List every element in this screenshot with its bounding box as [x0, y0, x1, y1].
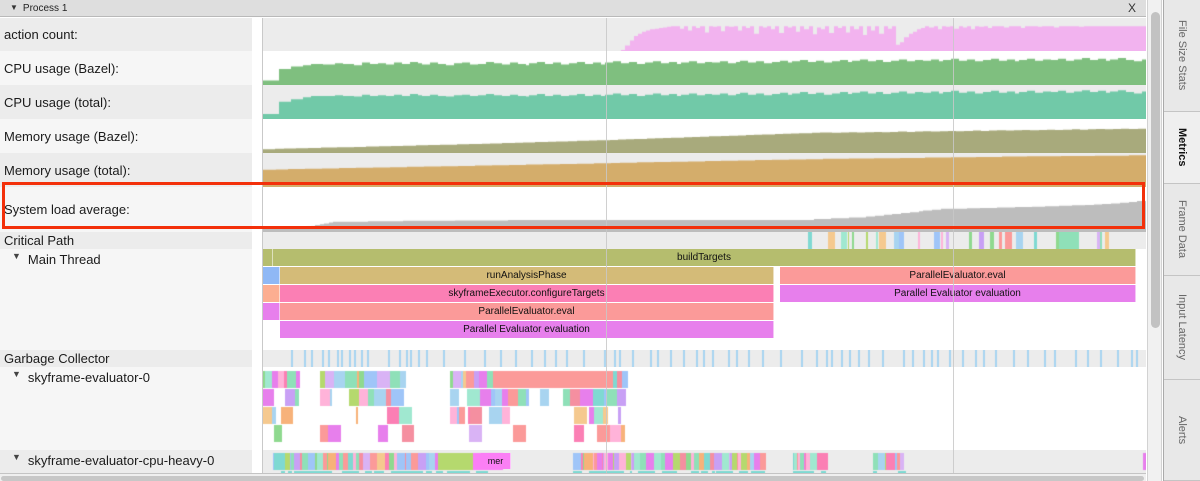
- track-label-cpu-bazel[interactable]: CPU usage (Bazel):: [0, 51, 252, 85]
- horizontal-scrollbar[interactable]: [0, 473, 1146, 481]
- process-header-bar[interactable]: ▼ Process 1 X: [0, 0, 1146, 17]
- tab-label: Alerts: [1176, 415, 1188, 445]
- flame-block-label: runAnalysisPhase: [486, 270, 567, 281]
- area-chart-cpu-bazel: [263, 51, 1146, 85]
- track-label-text: Memory usage (total):: [4, 162, 131, 178]
- cpu-heavy-block-label[interactable]: mer: [481, 453, 511, 469]
- track-label-action-count[interactable]: action count:: [0, 18, 252, 51]
- cpu-heavy-block-label-text: mer: [487, 456, 504, 466]
- track-row-memory-bazel[interactable]: [253, 119, 1146, 153]
- track-label-text: Memory usage (Bazel):: [4, 128, 139, 144]
- track-row-cpu-total[interactable]: [253, 85, 1146, 119]
- track-row-cpu-bazel[interactable]: [253, 51, 1146, 85]
- track-row-garbage-collector[interactable]: [253, 350, 1146, 367]
- close-icon[interactable]: X: [1127, 1, 1136, 15]
- flame-block-unlabeled[interactable]: [263, 285, 280, 302]
- flame-block-unlabeled[interactable]: [263, 267, 280, 284]
- tab-label: Metrics: [1176, 128, 1188, 167]
- triangle-down-icon[interactable]: ▼: [12, 452, 21, 462]
- flame-block-label: skyframeExecutor.configureTargets: [448, 288, 605, 299]
- process-title: Process 1: [22, 2, 68, 14]
- track-label-main-thread[interactable]: ▼ Main Thread: [0, 249, 252, 350]
- track-label-text: action count:: [4, 27, 78, 42]
- flame-block[interactable]: ParallelEvaluator.eval: [280, 303, 774, 320]
- tab-input-latency[interactable]: Input Latency: [1164, 276, 1200, 380]
- track-row-memory-total[interactable]: [253, 153, 1146, 187]
- triangle-down-icon[interactable]: ▼: [12, 369, 21, 379]
- flame-block[interactable]: skyframeExecutor.configureTargets: [280, 285, 774, 302]
- flame-block-label: Parallel Evaluator evaluation: [463, 324, 590, 335]
- gc-tick-marks: [263, 350, 1146, 367]
- track-content-pane[interactable]: act... buildTargets runAnalysisPhase Paral…: [253, 18, 1146, 473]
- flame-block-label: ParallelEvaluator.eval: [909, 270, 1006, 281]
- track-label-garbage-collector[interactable]: Garbage Collector: [0, 350, 252, 367]
- track-label-system-load[interactable]: System load average:: [0, 187, 252, 232]
- track-row-system-load[interactable]: [253, 187, 1146, 232]
- flame-block[interactable]: buildTargets: [273, 249, 1136, 266]
- track-row-main-thread[interactable]: buildTargets runAnalysisPhase ParallelEval…: [253, 249, 1146, 350]
- track-label-memory-bazel[interactable]: Memory usage (Bazel):: [0, 119, 252, 153]
- flame-block-unlabeled[interactable]: [263, 249, 273, 266]
- flame-block[interactable]: ParallelEvaluator.eval: [780, 267, 1136, 284]
- right-tab-strip: File Size Stats Metrics Frame Data Input…: [1163, 0, 1200, 481]
- area-chart-memory-total: [263, 153, 1146, 187]
- track-label-cpu-total[interactable]: CPU usage (total):: [0, 85, 252, 119]
- track-row-skyframe-evaluator-0[interactable]: m...: [253, 367, 1146, 450]
- area-chart-system-load: [263, 187, 1146, 232]
- flame-chart-skyframe-cpu-heavy: [263, 450, 1146, 473]
- horizontal-scrollbar-thumb[interactable]: [1, 476, 1144, 481]
- track-label-skyframe-evaluator-0[interactable]: ▼ skyframe-evaluator-0: [0, 367, 252, 450]
- track-label-critical-path[interactable]: Critical Path: [0, 232, 252, 249]
- area-chart-cpu-total: [263, 85, 1146, 119]
- track-label-text: System load average:: [4, 202, 130, 217]
- area-chart-memory-bazel: [263, 119, 1146, 153]
- track-label-text: CPU usage (total):: [4, 94, 111, 110]
- tab-label: File Size Stats: [1176, 20, 1188, 91]
- flame-block[interactable]: Parallel Evaluator evaluation: [280, 321, 774, 338]
- track-label-pane: action count: CPU usage (Bazel): CPU usa…: [0, 18, 252, 481]
- track-row-action-count[interactable]: [253, 18, 1146, 51]
- track-label-text: skyframe-evaluator-cpu-heavy-0: [27, 453, 215, 468]
- track-row-critical-path[interactable]: act...: [253, 232, 1146, 249]
- flame-block[interactable]: runAnalysisPhase: [280, 267, 774, 284]
- tab-frame-data[interactable]: Frame Data: [1164, 184, 1200, 276]
- flame-block-label: Parallel Evaluator evaluation: [894, 288, 1021, 299]
- tab-label: Frame Data: [1176, 200, 1188, 259]
- tab-label: Input Latency: [1176, 294, 1188, 361]
- triangle-down-icon[interactable]: ▼: [10, 3, 18, 12]
- tab-file-size-stats[interactable]: File Size Stats: [1164, 0, 1200, 112]
- track-label-text: Garbage Collector: [4, 351, 110, 366]
- flame-block-label: buildTargets: [677, 252, 731, 263]
- vertical-scrollbar[interactable]: [1147, 0, 1162, 481]
- area-chart-action-count: [263, 18, 1146, 51]
- tab-metrics[interactable]: Metrics: [1164, 112, 1200, 184]
- critical-path-slices: [263, 232, 1146, 249]
- track-label-text: skyframe-evaluator-0: [27, 370, 151, 385]
- track-label-text: Main Thread: [27, 252, 101, 267]
- track-row-skyframe-evaluator-cpu-heavy-0[interactable]: mer: [253, 450, 1146, 473]
- flame-block[interactable]: Parallel Evaluator evaluation: [780, 285, 1136, 302]
- flame-block-label: ParallelEvaluator.eval: [478, 306, 575, 317]
- flame-block-unlabeled[interactable]: [263, 303, 280, 320]
- tab-alerts[interactable]: Alerts: [1164, 380, 1200, 481]
- vertical-scrollbar-thumb[interactable]: [1151, 12, 1160, 328]
- flame-chart-skyframe-evaluator-0: [263, 367, 1146, 450]
- track-label-text: CPU usage (Bazel):: [4, 60, 119, 76]
- track-label-memory-total[interactable]: Memory usage (total):: [0, 153, 252, 187]
- track-label-text: Critical Path: [4, 233, 75, 248]
- triangle-down-icon[interactable]: ▼: [12, 251, 21, 261]
